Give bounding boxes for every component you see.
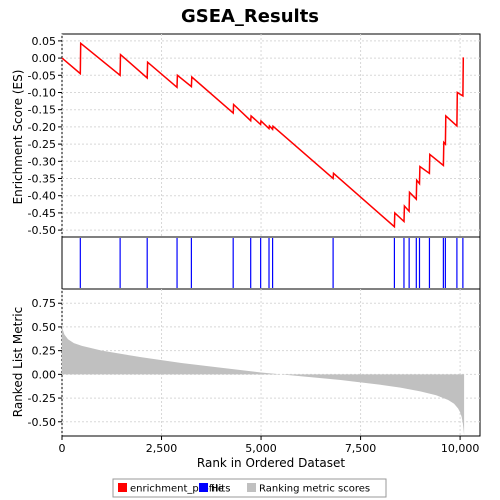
enrichment-y-tick-label: -0.25 — [28, 138, 56, 151]
legend-swatch — [247, 483, 256, 492]
hits-plot-frame — [61, 236, 481, 290]
ranking-y-tick-label: -0.50 — [28, 416, 56, 429]
x-tick-label: 2,500 — [146, 442, 178, 455]
legend-swatch — [199, 483, 208, 492]
enrichment-y-tick-label: -0.35 — [28, 173, 56, 186]
enrichment-y-tick-label: -0.40 — [28, 190, 56, 203]
hit-markers — [79, 238, 464, 288]
enrichment-y-tick-label: -0.20 — [28, 121, 56, 134]
ranking-y-ticks: 0.75 0.50 0.25 0.00 -0.25 -0.50 — [28, 297, 62, 429]
ranking-metric-area — [62, 324, 465, 436]
x-axis-label: Rank in Ordered Dataset — [197, 456, 345, 470]
enrichment-plot-frame — [61, 33, 481, 238]
ranking-y-tick-label: 0.50 — [32, 321, 57, 334]
chart-title: GSEA_Results — [181, 6, 319, 27]
enrichment-y-tick-label: -0.10 — [28, 86, 56, 99]
x-tick-label: 7,500 — [345, 442, 377, 455]
enrichment-y-axis-label: Enrichment Score (ES) — [11, 70, 25, 205]
enrichment-profile-line — [61, 41, 465, 229]
enrichment-y-tick-label: -0.15 — [28, 104, 56, 117]
ranking-y-tick-label: -0.25 — [28, 392, 56, 405]
enrichment-y-tick-label: -0.50 — [28, 224, 56, 237]
ranking-metric-panel: 0.75 0.50 0.25 0.00 -0.25 -0.50 Ranked List M… — [11, 288, 481, 437]
x-tick-label: 5,000 — [245, 442, 277, 455]
enrichment-grid — [61, 34, 480, 237]
x-axis-ticks: 0 2,500 5,000 7,500 10,000 — [59, 436, 480, 455]
ranking-y-tick-label: 0.25 — [32, 345, 57, 358]
enrichment-y-ticks: 0.05 0.00 -0.05 -0.10 -0.15 -0.20 -0.25 -0.30 -0… — [28, 35, 62, 237]
x-tick-label: 10,000 — [441, 442, 480, 455]
hits-panel — [61, 236, 481, 290]
enrichment-y-tick-label: -0.45 — [28, 207, 56, 220]
enrichment-score-panel: 0.05 0.00 -0.05 -0.10 -0.15 -0.20 -0.25 -0.30 -0… — [11, 33, 481, 238]
legend-label: enrichment_profile — [130, 484, 224, 495]
enrichment-y-tick-label: 0.05 — [32, 35, 57, 48]
enrichment-y-tick-label: 0.00 — [32, 52, 57, 65]
ranking-y-axis-label: Ranked List Metric — [11, 307, 25, 417]
legend-label: Ranking metric scores — [259, 484, 370, 495]
legend-label: Hits — [211, 484, 230, 495]
enrichment-y-tick-label: -0.30 — [28, 155, 56, 168]
ranking-y-tick-label: 0.00 — [32, 368, 57, 381]
ranking-y-tick-label: 0.75 — [32, 297, 57, 310]
x-tick-label: 0 — [59, 442, 66, 455]
legend-swatch — [118, 483, 127, 492]
enrichment-y-tick-label: -0.05 — [28, 69, 56, 82]
